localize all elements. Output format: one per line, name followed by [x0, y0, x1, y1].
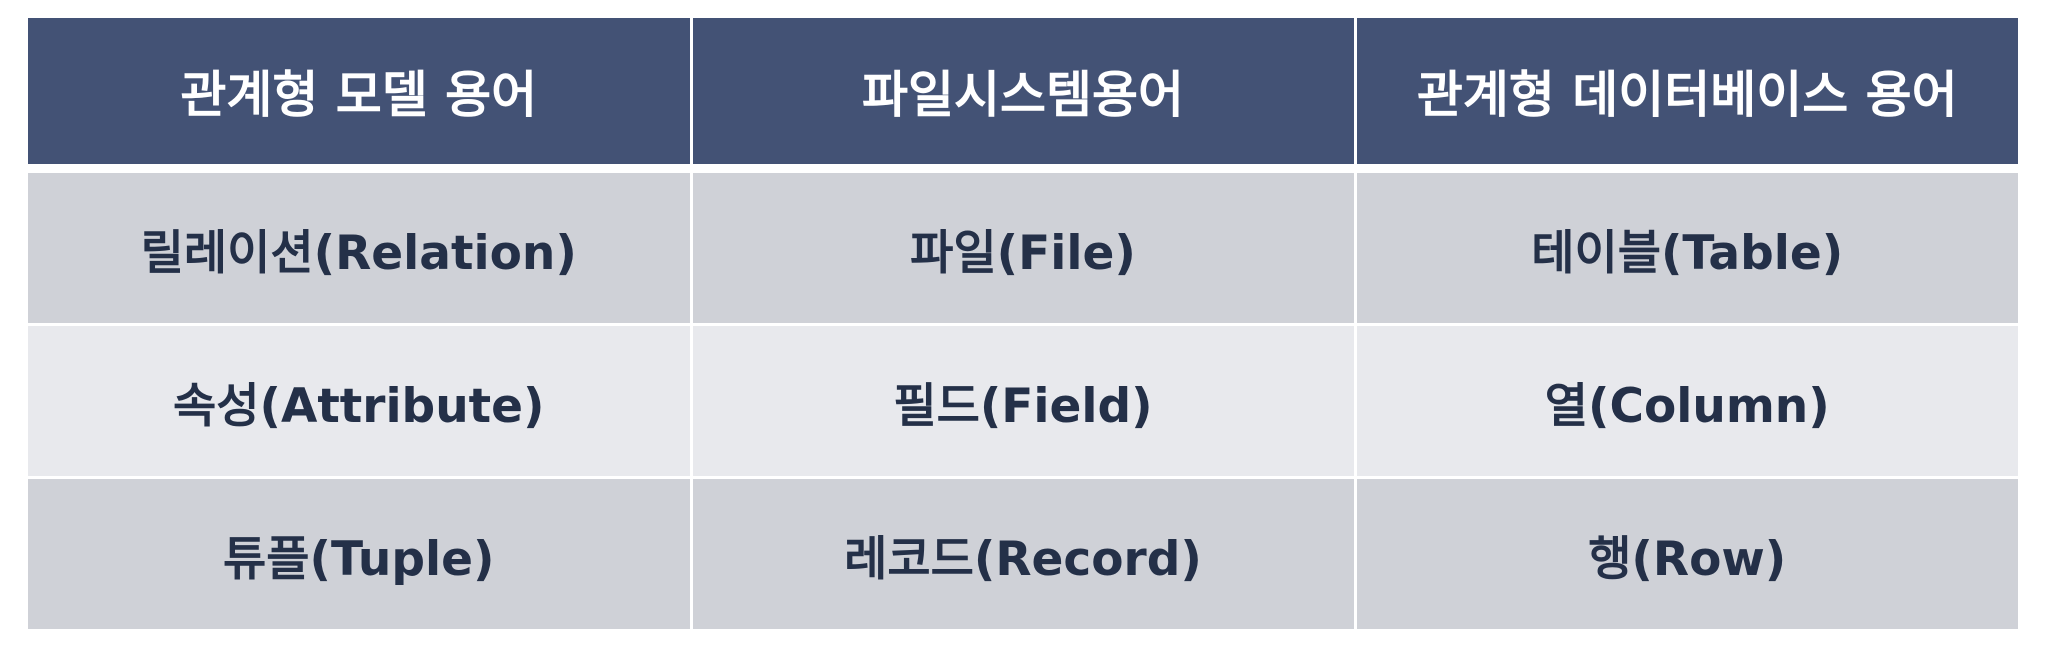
table-cell: 속성(Attribute) — [28, 324, 693, 479]
table-cell: 튜플(Tuple) — [28, 477, 693, 629]
table-row: 릴레이션(Relation) 파일(File) 테이블(Table) — [28, 168, 2018, 326]
table-cell: 레코드(Record) — [689, 477, 1357, 629]
terminology-table: 관계형 모델 용어 파일시스템용어 관계형 데이터베이스 용어 릴레이션(Rel… — [28, 18, 2018, 629]
table-row: 속성(Attribute) 필드(Field) 열(Column) — [28, 324, 2018, 479]
table-cell: 테이블(Table) — [1353, 168, 2018, 326]
table-cell: 열(Column) — [1353, 324, 2018, 479]
table-cell: 필드(Field) — [689, 324, 1357, 479]
table-body: 릴레이션(Relation) 파일(File) 테이블(Table) 속성(At… — [28, 168, 2018, 629]
table-row: 튜플(Tuple) 레코드(Record) 행(Row) — [28, 477, 2018, 629]
header-file-system-terms: 파일시스템용어 — [689, 18, 1357, 173]
table-cell: 릴레이션(Relation) — [28, 168, 693, 326]
table-cell: 행(Row) — [1353, 477, 2018, 629]
table-header: 관계형 모델 용어 파일시스템용어 관계형 데이터베이스 용어 — [28, 18, 2018, 173]
terminology-table-container: 관계형 모델 용어 파일시스템용어 관계형 데이터베이스 용어 릴레이션(Rel… — [28, 18, 2018, 629]
header-row: 관계형 모델 용어 파일시스템용어 관계형 데이터베이스 용어 — [28, 18, 2018, 173]
header-relational-model-terms: 관계형 모델 용어 — [28, 18, 693, 173]
table-cell: 파일(File) — [689, 168, 1357, 326]
header-relational-database-terms: 관계형 데이터베이스 용어 — [1353, 18, 2018, 173]
